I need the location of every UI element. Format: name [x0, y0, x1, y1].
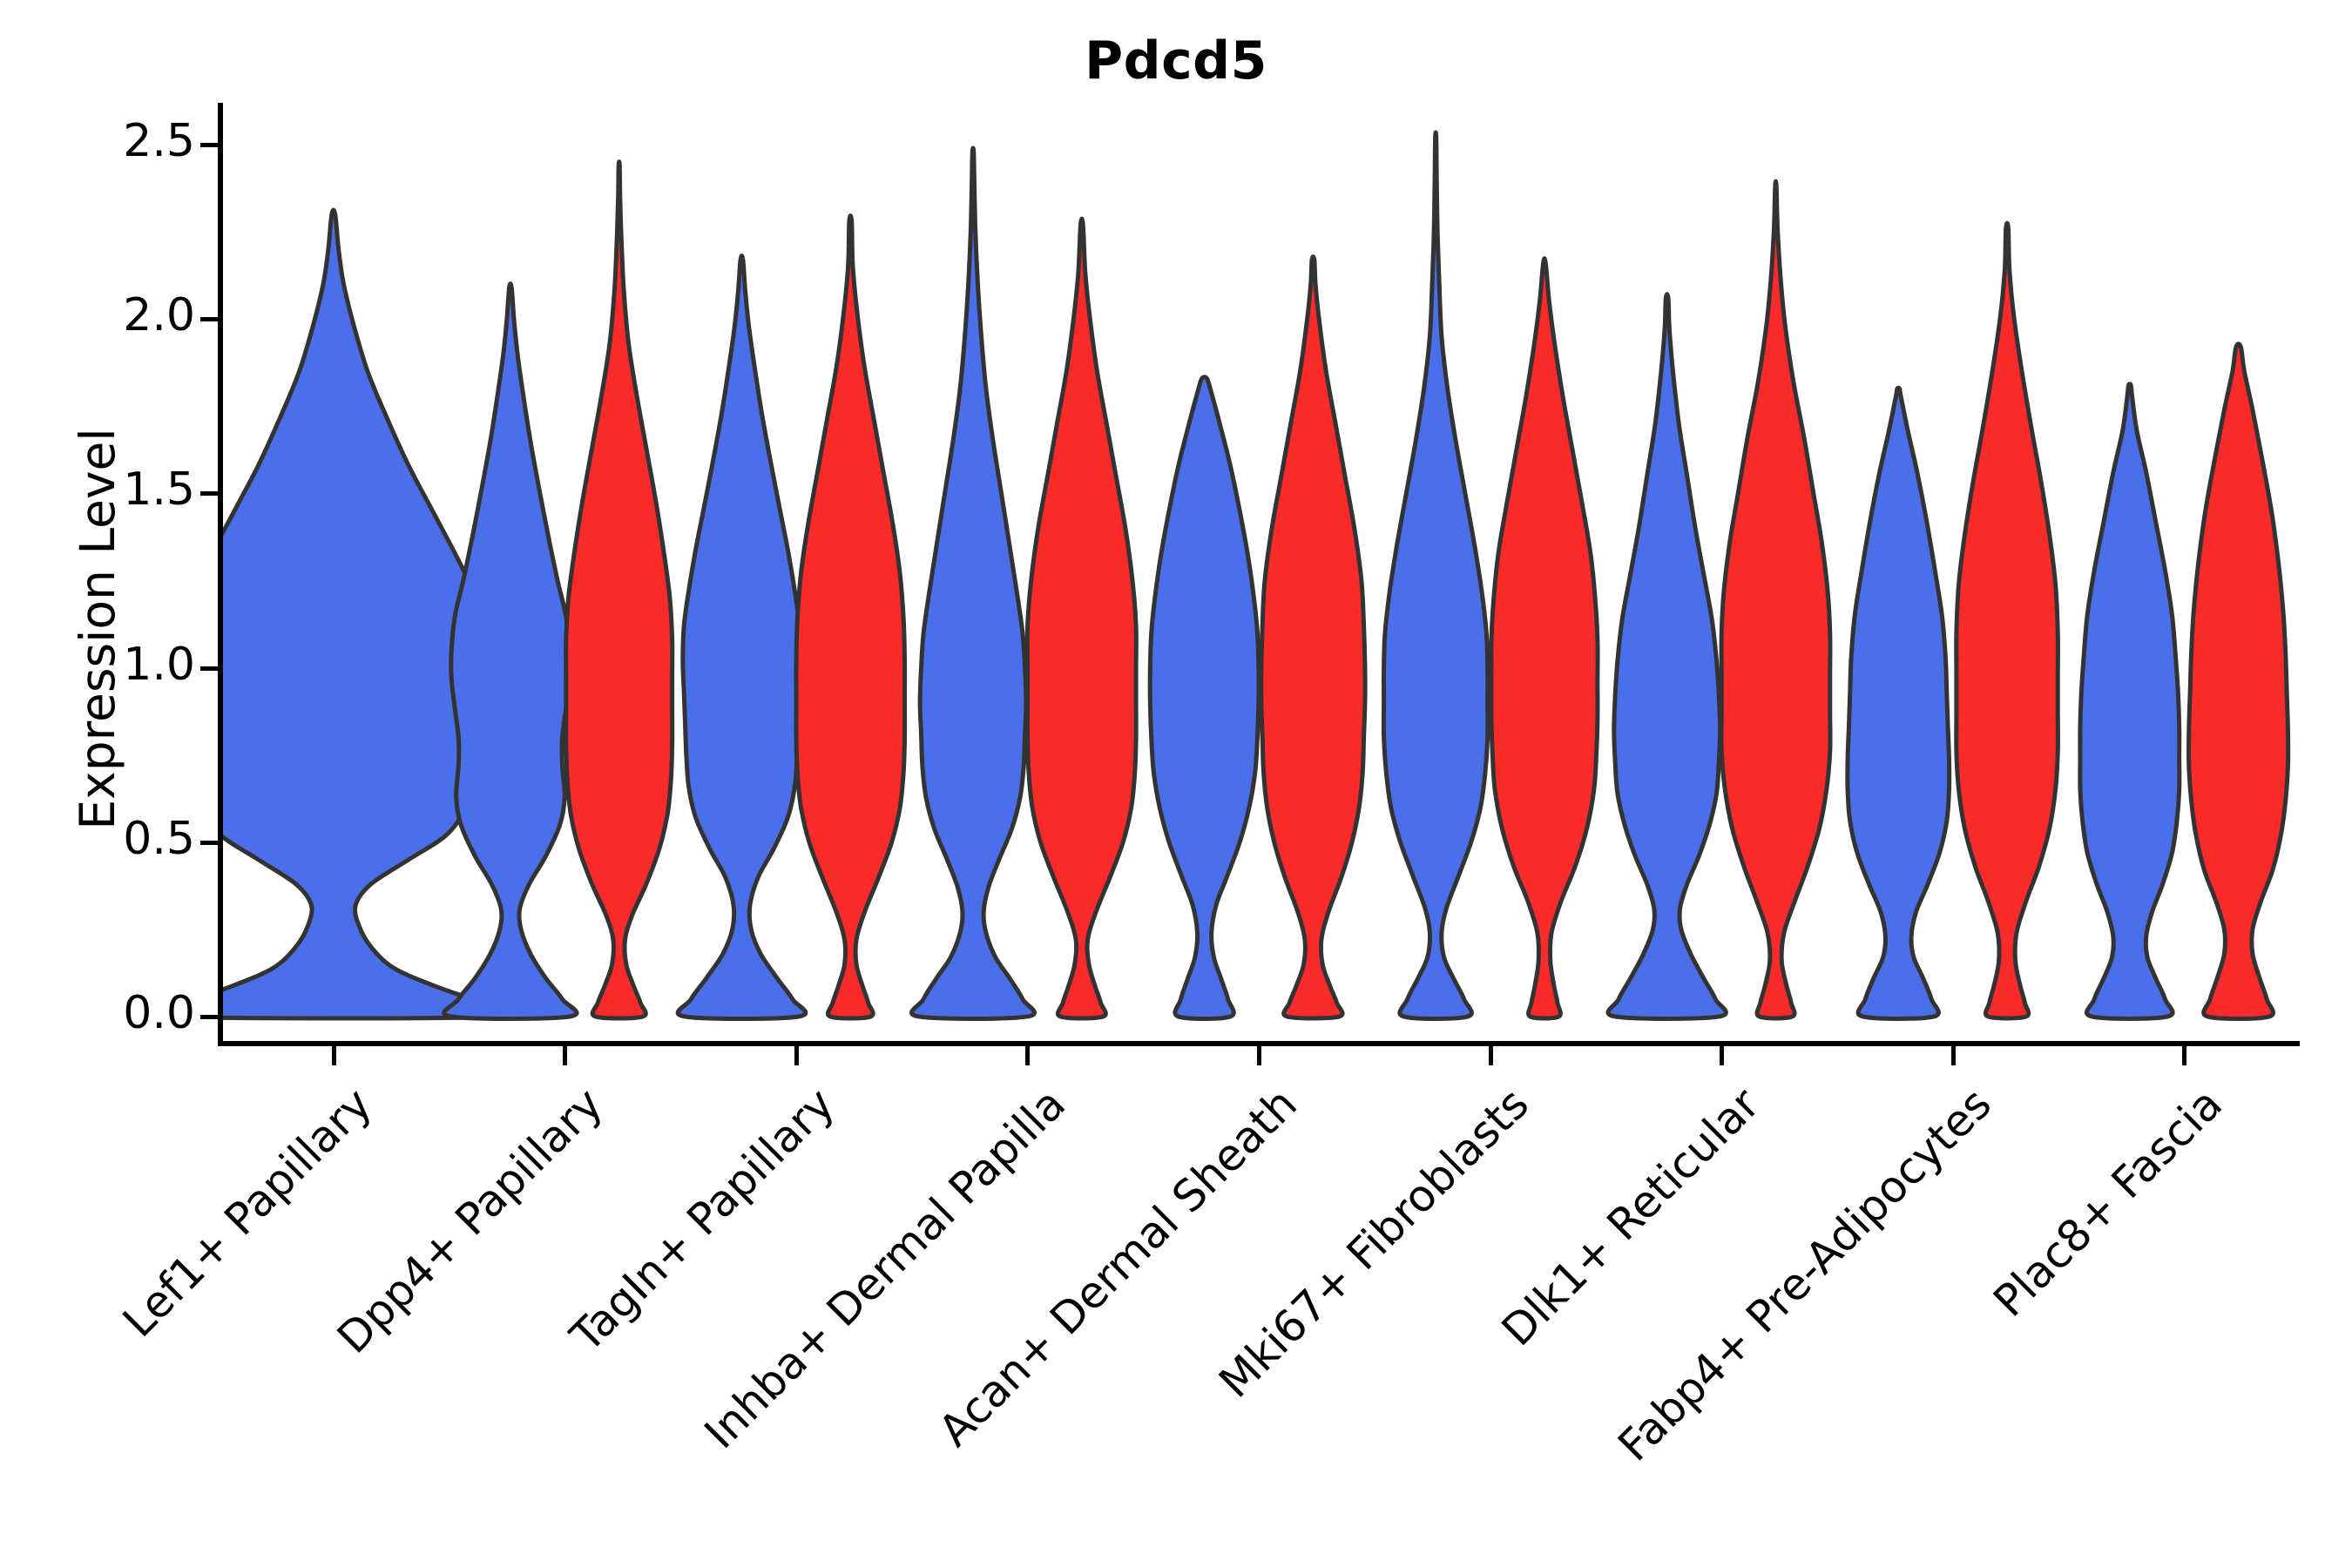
violin-1-group-a [442, 281, 579, 1021]
plot-area [218, 103, 2300, 1041]
violin-3-group-a [909, 145, 1037, 1021]
x-tick-label-6: Dlk1+ Reticular [1491, 1078, 1770, 1356]
x-tick-mark [1257, 1046, 1261, 1065]
violin-4-group-b [1259, 254, 1368, 1021]
violin-3-group-b [1024, 216, 1139, 1021]
y-tick-mark [200, 1014, 218, 1019]
y-tick-label: 1.5 [123, 463, 195, 517]
violin-7-group-a [1845, 385, 1952, 1021]
y-tick-mark [200, 143, 218, 148]
violin-4-group-a [1147, 375, 1261, 1021]
violin-6-group-a [1605, 292, 1728, 1021]
x-tick-mark [1025, 1046, 1031, 1065]
y-tick-label: 1.0 [123, 638, 195, 691]
y-tick-label: 2.0 [123, 289, 195, 342]
y-tick-label: 2.5 [123, 115, 195, 168]
page-title: Pdcd5 [1085, 30, 1267, 91]
violin-2-group-a [675, 253, 808, 1021]
violin-5-group-b [1489, 256, 1600, 1021]
violin-8-group-a [2078, 382, 2182, 1021]
x-axis-spine [218, 1041, 2300, 1046]
violin-shapes-svg [218, 130, 2291, 1021]
y-tick-label: 0.5 [123, 812, 195, 865]
x-tick-mark [1720, 1046, 1725, 1065]
x-tick-label-7: Fabp4+ Pre-Adipocytes [1608, 1078, 2001, 1471]
violin-0-group-a [218, 207, 527, 1021]
x-tick-label-0: Lef1+ Papillary [112, 1078, 382, 1348]
y-tick-mark [200, 491, 218, 497]
x-tick-label-8: Plac8+ Fascia [1984, 1078, 2233, 1327]
x-tick-mark [2182, 1046, 2187, 1065]
x-tick-mark [794, 1046, 799, 1065]
y-tick-mark [200, 317, 218, 322]
x-tick-mark [331, 1046, 336, 1065]
y-tick-mark [200, 840, 218, 845]
violin-8-group-b [2186, 341, 2291, 1021]
violin-1-group-b [564, 159, 675, 1021]
x-tick-mark [563, 1046, 568, 1065]
x-tick-mark [1950, 1046, 1956, 1065]
x-tick-mark [1488, 1046, 1493, 1065]
violin-5-group-a [1381, 130, 1490, 1021]
violin-7-group-b [1954, 220, 2060, 1021]
y-axis-spine [218, 103, 223, 1041]
y-tick-mark [200, 666, 218, 671]
y-tick-label: 0.0 [123, 986, 195, 1039]
violin-2-group-b [794, 213, 908, 1021]
violin-6-group-b [1719, 179, 1833, 1021]
